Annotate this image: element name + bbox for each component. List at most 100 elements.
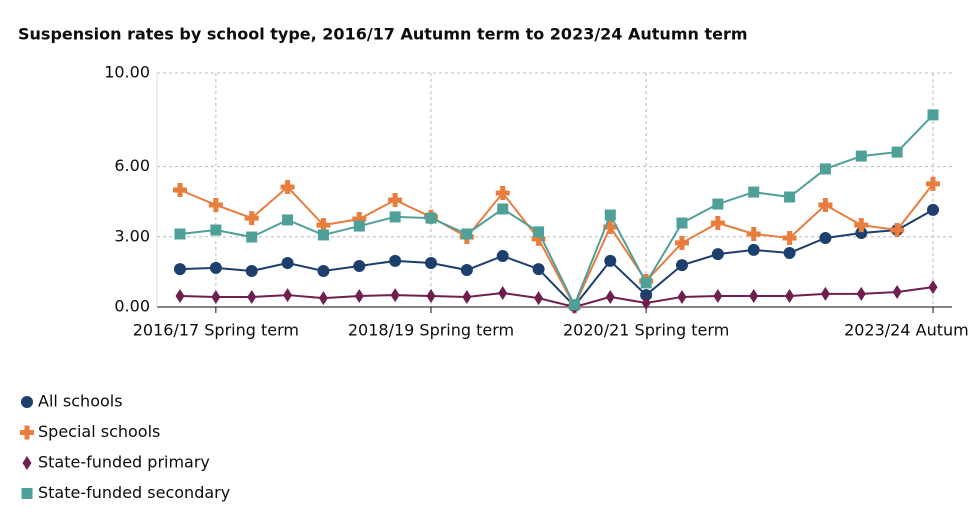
point bbox=[426, 289, 436, 304]
point bbox=[604, 254, 617, 267]
x-tick-label: 2020/21 Spring term bbox=[563, 321, 729, 340]
legend-item: State-funded secondary bbox=[21, 483, 230, 502]
point bbox=[926, 176, 940, 191]
point bbox=[534, 291, 544, 306]
point bbox=[890, 223, 905, 238]
point bbox=[640, 289, 653, 302]
point bbox=[462, 289, 472, 304]
point bbox=[208, 197, 223, 212]
series-line bbox=[179, 183, 934, 309]
legend-label: State-funded secondary bbox=[38, 483, 230, 502]
point bbox=[425, 212, 437, 224]
point bbox=[353, 260, 366, 273]
legend-label: All schools bbox=[38, 392, 123, 411]
legend-marker bbox=[22, 456, 32, 470]
point bbox=[354, 289, 364, 304]
point bbox=[245, 264, 258, 277]
point bbox=[711, 248, 724, 261]
point bbox=[496, 249, 509, 262]
point bbox=[389, 254, 402, 267]
point bbox=[317, 264, 330, 277]
point bbox=[210, 224, 222, 236]
legend-item: Special schools bbox=[20, 422, 160, 441]
point bbox=[782, 230, 797, 245]
point bbox=[283, 288, 293, 303]
point bbox=[676, 217, 688, 229]
y-tick-label: 3.00 bbox=[114, 226, 150, 245]
point bbox=[498, 285, 508, 300]
legend-label: Special schools bbox=[38, 422, 160, 441]
point bbox=[531, 231, 546, 246]
point bbox=[677, 289, 687, 304]
point bbox=[174, 263, 186, 276]
point bbox=[856, 286, 866, 301]
point bbox=[353, 220, 365, 232]
legend-label: State-funded primary bbox=[38, 453, 210, 472]
point bbox=[281, 257, 294, 270]
legend-marker bbox=[21, 396, 33, 408]
legend-marker bbox=[21, 488, 33, 499]
point bbox=[211, 289, 221, 304]
point bbox=[854, 218, 869, 233]
series-line bbox=[179, 286, 934, 309]
point bbox=[568, 299, 580, 311]
point bbox=[927, 203, 939, 216]
point bbox=[246, 231, 258, 243]
point bbox=[748, 186, 760, 198]
point bbox=[390, 288, 400, 303]
series-line bbox=[179, 209, 934, 308]
legend-marker bbox=[20, 425, 34, 440]
point bbox=[604, 209, 616, 221]
point bbox=[317, 229, 329, 241]
point bbox=[318, 291, 328, 306]
point bbox=[928, 280, 938, 295]
point bbox=[209, 261, 222, 274]
y-tick-label: 10.00 bbox=[104, 63, 150, 82]
point bbox=[819, 163, 831, 175]
point bbox=[641, 296, 651, 311]
point bbox=[819, 231, 832, 244]
point bbox=[927, 109, 939, 121]
point bbox=[855, 150, 867, 162]
point bbox=[747, 243, 760, 256]
point bbox=[675, 235, 689, 250]
point bbox=[282, 214, 294, 226]
point bbox=[425, 257, 437, 270]
point bbox=[710, 215, 725, 230]
point bbox=[460, 264, 473, 277]
point bbox=[532, 263, 545, 276]
point bbox=[389, 211, 401, 223]
point bbox=[784, 191, 796, 203]
point bbox=[533, 226, 545, 238]
point bbox=[280, 179, 295, 194]
point bbox=[605, 289, 615, 304]
point bbox=[640, 277, 652, 289]
legend-item: All schools bbox=[21, 392, 123, 411]
y-tick-label: 6.00 bbox=[114, 156, 150, 175]
point bbox=[749, 289, 759, 304]
x-tick-label: 2023/24 Autumn term bbox=[844, 321, 970, 340]
point bbox=[785, 289, 795, 304]
point bbox=[603, 219, 618, 234]
point bbox=[388, 193, 403, 208]
point bbox=[676, 259, 688, 272]
point bbox=[247, 289, 257, 304]
point bbox=[712, 198, 724, 210]
point bbox=[818, 197, 833, 212]
point bbox=[174, 228, 186, 240]
point bbox=[497, 203, 509, 215]
point bbox=[820, 286, 830, 301]
point bbox=[855, 227, 868, 240]
point bbox=[746, 226, 761, 241]
x-tick-label: 2016/17 Spring term bbox=[133, 321, 299, 340]
point bbox=[713, 289, 723, 304]
point bbox=[352, 212, 367, 227]
point bbox=[173, 183, 187, 197]
y-tick-label: 0.00 bbox=[114, 297, 150, 316]
point bbox=[175, 289, 185, 304]
point bbox=[495, 186, 510, 201]
point bbox=[461, 228, 473, 240]
point bbox=[891, 146, 903, 158]
point bbox=[892, 285, 902, 300]
